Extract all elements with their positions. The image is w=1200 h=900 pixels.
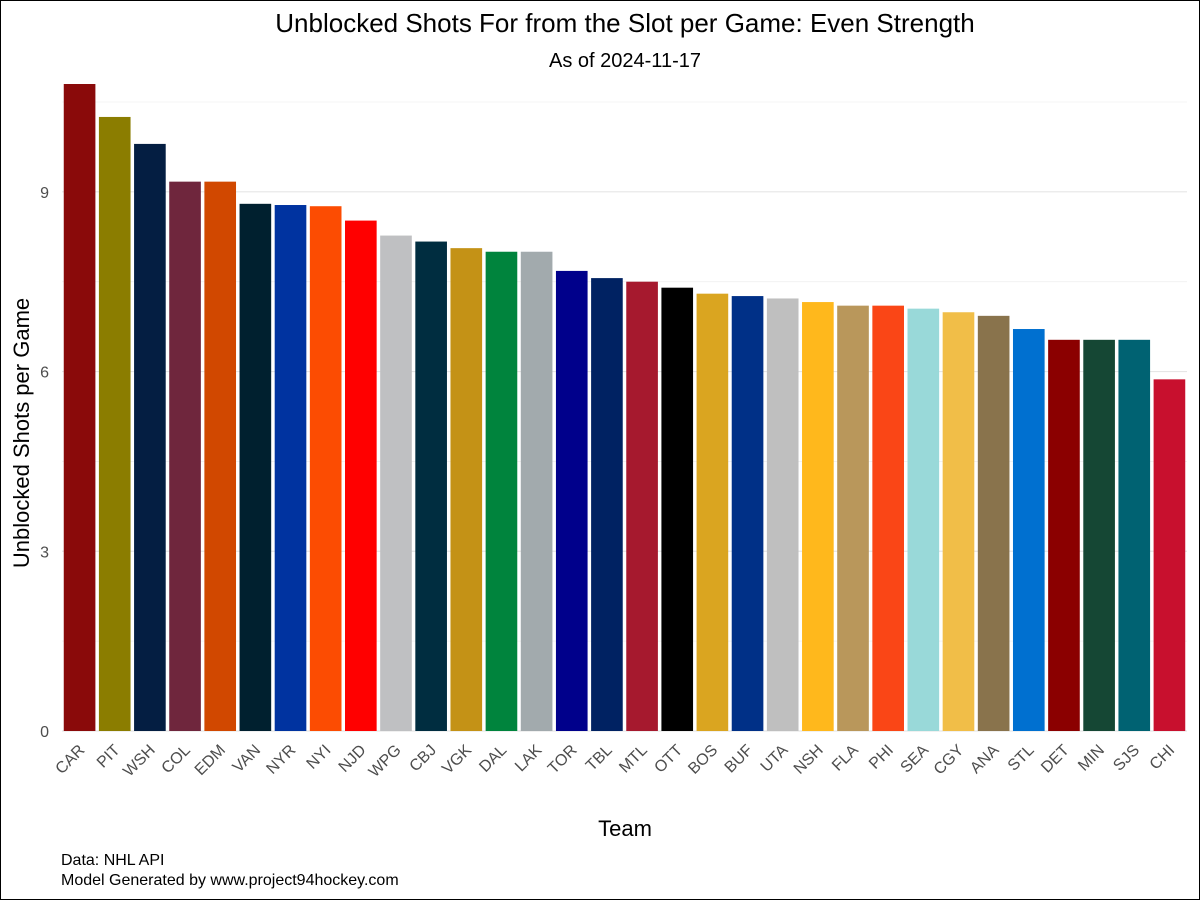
x-tick-label-pit: PIT [94, 742, 124, 772]
chart-title: Unblocked Shots For from the Slot per Ga… [275, 8, 974, 38]
bar-cgy [942, 312, 975, 731]
x-tick-label-ott: OTT [651, 742, 686, 777]
x-tick-label-wpg: WPG [366, 742, 405, 781]
bar-buf [731, 296, 764, 731]
caption-model: Model Generated by www.project94hockey.c… [61, 872, 399, 889]
x-tick-label-det: DET [1038, 742, 1073, 777]
bar-mtl [626, 281, 658, 731]
x-tick-label-sea: SEA [897, 742, 932, 777]
x-tick-label-uta: UTA [758, 742, 792, 776]
bar-pit [98, 116, 131, 731]
bar-vgk [450, 248, 483, 731]
bar-col [169, 181, 201, 732]
y-tick-label: 6 [40, 365, 49, 382]
x-tick-label-njd: NJD [336, 742, 370, 776]
y-axis-title: Unblocked Shots per Game [9, 298, 34, 568]
bar-fla [837, 305, 869, 731]
x-tick-label-col: COL [159, 742, 194, 777]
bar-ana [977, 315, 1010, 731]
x-tick-label-phi: PHI [866, 742, 897, 773]
x-tick-label-wsh: WSH [120, 742, 158, 780]
x-tick-label-tor: TOR [545, 742, 581, 778]
bar-van [239, 203, 272, 731]
bar-njd [345, 220, 377, 732]
y-tick-label: 9 [40, 185, 49, 202]
bar-nyr [274, 205, 307, 732]
x-tick-label-ana: ANA [967, 742, 1003, 778]
x-tick-label-nyr: NYR [263, 742, 299, 778]
x-tick-label-min: MIN [1075, 742, 1108, 775]
x-axis-title: Team [598, 816, 652, 841]
x-tick-label-nyi: NYI [304, 742, 335, 773]
x-tick-label-stl: STL [1005, 742, 1038, 775]
bar-ott [661, 287, 694, 731]
bar-chi [1153, 379, 1186, 731]
y-tick-label: 0 [40, 724, 49, 741]
bar-nsh [802, 302, 834, 731]
y-tick-label: 3 [40, 544, 49, 561]
bar-min [1083, 339, 1115, 731]
x-tick-label-cbj: CBJ [407, 742, 440, 775]
x-tick-label-edm: EDM [192, 742, 229, 779]
bar-dal [485, 251, 518, 732]
bar-wpg [380, 235, 412, 731]
x-tick-label-cgy: CGY [931, 742, 968, 779]
x-tick-label-tbl: TBL [583, 742, 616, 775]
x-tick-label-chi: CHI [1147, 742, 1179, 774]
bar-bos [696, 293, 729, 731]
x-tick-label-sjs: SJS [1110, 742, 1143, 775]
x-tick-label-van: VAN [230, 742, 264, 776]
bar-phi [872, 305, 904, 731]
bar-wsh [134, 143, 166, 731]
bar-tor [555, 270, 588, 731]
y-tick-labels: 0 3 6 9 [40, 185, 49, 741]
bar-tbl [591, 278, 623, 731]
bars [63, 84, 1186, 732]
bar-edm [204, 181, 237, 732]
bar-stl [1012, 329, 1045, 731]
x-tick-label-buf: BUF [722, 742, 757, 777]
x-tick-label-bos: BOS [685, 742, 721, 778]
chart-subtitle: As of 2024-11-17 [549, 50, 701, 72]
bar-car [63, 84, 96, 731]
bar-sjs [1118, 339, 1151, 731]
x-tick-label-dal: DAL [476, 742, 510, 776]
bar-nyi [309, 206, 342, 731]
bar-det [1048, 339, 1080, 731]
x-tick-label-mtl: MTL [616, 742, 651, 777]
x-tick-label-lak: LAK [512, 742, 546, 776]
x-tick-label-nsh: NSH [791, 742, 827, 778]
bar-uta [766, 298, 799, 731]
x-tick-label-car: CAR [52, 742, 88, 778]
bar-lak [520, 251, 553, 732]
bar-cbj [415, 241, 447, 731]
x-tick-label-fla: FLA [829, 742, 862, 775]
caption-source: Data: NHL API [61, 852, 164, 869]
bar-sea [907, 308, 940, 731]
x-tick-label-vgk: VGK [439, 742, 475, 778]
